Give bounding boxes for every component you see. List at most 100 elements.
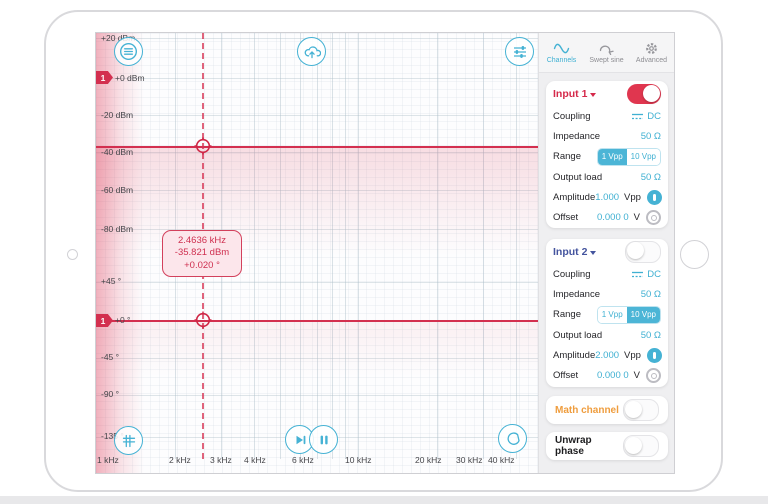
sweep-left-shading	[96, 33, 144, 473]
output-load-value[interactable]: 50 Ω	[640, 329, 661, 341]
bode-plot-area: 1 1 +20 dBm +0 dBm -20 dBm -40 dBm -60 d…	[96, 33, 538, 473]
tab-channels[interactable]: Channels	[539, 33, 584, 72]
offset-dial-icon[interactable]	[646, 210, 661, 226]
input2-header[interactable]: Input 2	[546, 239, 668, 264]
tab-swept-sine[interactable]: Swept sine	[584, 33, 629, 72]
tooltip-frequency: 2.4636 kHz	[177, 235, 227, 246]
input1-header[interactable]: Input 1	[546, 81, 668, 106]
output-load-label: Output load	[553, 329, 603, 341]
impedance-value[interactable]: 50 Ω	[640, 130, 661, 142]
toggle-knob	[625, 436, 642, 454]
sliders-icon	[513, 45, 526, 58]
range-segmented-control: 1 Vpp 10 Vpp	[596, 305, 661, 324]
range-option-1vpp[interactable]: 1 Vpp	[597, 148, 627, 165]
output-load-label: Output load	[553, 171, 603, 183]
freq-axis-tick: 30 kHz	[456, 455, 483, 465]
math-channel-card: Math channel	[546, 396, 668, 424]
swept-sine-icon	[599, 45, 614, 55]
play-next-icon	[296, 435, 305, 444]
tooltip-magnitude: -35.821 dBm	[174, 247, 230, 259]
gridline	[345, 33, 346, 459]
impedance-label: Impedance	[553, 288, 601, 300]
mag-axis-tick: -20 dBm	[101, 110, 134, 120]
range-option-1vpp[interactable]: 1 Vpp	[597, 306, 627, 323]
hamburger-menu-icon	[120, 43, 137, 60]
impedance-value[interactable]: 50 Ω	[640, 288, 661, 300]
page-section-divider	[0, 496, 768, 504]
input2-dropdown-caret-icon[interactable]	[590, 250, 597, 255]
pause-icon	[320, 435, 328, 444]
phase-trace-fill	[96, 322, 538, 377]
unwrap-phase-label: Unwrap phase	[555, 435, 592, 457]
gridline	[96, 190, 538, 191]
input1-offset-row: Offset 0.000 0 V	[546, 207, 668, 227]
gridline	[358, 33, 359, 459]
input1-toggle[interactable]	[627, 83, 661, 104]
gridline	[437, 33, 438, 459]
offset-label: Offset	[553, 212, 579, 224]
gridline	[280, 33, 281, 459]
phase-axis-tick: -45 °	[101, 352, 120, 362]
input2-impedance-row: Impedance 50 Ω	[546, 284, 668, 304]
tab-advanced[interactable]: Advanced	[629, 33, 674, 72]
range-label: Range	[553, 309, 581, 321]
coupling-value-group[interactable]: DC	[631, 269, 661, 280]
cursor-tooltip[interactable]: 2.4636 kHz -35.821 dBm +0.020 °	[162, 230, 242, 278]
coupling-value-group[interactable]: DC	[631, 111, 661, 122]
math-channel-toggle[interactable]	[623, 399, 659, 421]
settings-panel: Channels Swept sine Advanced	[538, 33, 674, 473]
offset-value[interactable]: 0.000 0	[596, 212, 629, 224]
phase-cursor-marker[interactable]	[194, 311, 212, 329]
range-option-10vpp[interactable]: 10 Vpp	[626, 148, 660, 165]
math-channel-label: Math channel	[555, 404, 619, 416]
output-load-value[interactable]: 50 Ω	[640, 171, 661, 183]
gridline	[96, 229, 538, 230]
cloud-upload-button[interactable]	[297, 37, 326, 66]
phase-trace[interactable]	[96, 320, 538, 322]
freq-axis-tick: 40 kHz	[488, 455, 515, 465]
gridline	[96, 115, 538, 116]
phase-tool-button[interactable]	[498, 424, 527, 453]
freq-axis-tick: 6 kHz	[292, 455, 314, 465]
unwrap-phase-card: Unwrap phase	[546, 432, 668, 460]
amplitude-dial-icon[interactable]	[646, 189, 662, 205]
pause-button[interactable]	[309, 425, 338, 454]
tab-channels-label: Channels	[546, 56, 577, 64]
ipad-frame: 1 1 +20 dBm +0 dBm -20 dBm -40 dBm -60 d…	[44, 10, 723, 492]
freq-axis-tick: 20 kHz	[415, 455, 442, 465]
input2-toggle[interactable]	[625, 240, 661, 263]
phase-axis-tick: +45 °	[101, 276, 122, 286]
input1-output-load-row: Output load 50 Ω	[546, 167, 668, 187]
tab-swept-sine-label: Swept sine	[589, 56, 624, 64]
magnitude-cursor-marker[interactable]	[194, 137, 212, 155]
magnitude-trace[interactable]	[96, 146, 538, 148]
home-button[interactable]	[680, 240, 709, 269]
offset-label: Offset	[553, 370, 579, 382]
toggle-knob	[642, 85, 660, 102]
amplitude-value[interactable]: 2.000	[595, 349, 620, 361]
gridline	[96, 358, 538, 359]
gridline	[96, 282, 538, 283]
sine-wave-icon	[553, 43, 570, 53]
amplitude-dial-icon[interactable]	[646, 347, 662, 363]
offset-dial-icon[interactable]	[646, 368, 661, 384]
input2-output-load-row: Output load 50 Ω	[546, 325, 668, 345]
amplitude-label: Amplitude	[553, 191, 596, 203]
display-settings-button[interactable]	[505, 37, 534, 66]
grid-settings-button[interactable]	[114, 426, 143, 455]
gridline	[300, 33, 301, 459]
offset-value[interactable]: 0.000 0	[596, 370, 629, 382]
toggle-knob	[625, 400, 642, 418]
menu-button[interactable]	[114, 37, 143, 66]
channel1-phase-badge[interactable]: 1	[96, 314, 113, 327]
input1-dropdown-caret-icon[interactable]	[590, 92, 597, 97]
gridline	[254, 33, 255, 459]
range-option-10vpp[interactable]: 10 Vpp	[626, 306, 660, 323]
unwrap-phase-toggle[interactable]	[623, 435, 659, 457]
gridline	[332, 33, 333, 459]
coupling-label: Coupling	[553, 268, 591, 280]
amplitude-value[interactable]: 1.000	[595, 191, 620, 203]
input1-impedance-row: Impedance 50 Ω	[546, 126, 668, 146]
channel1-magnitude-badge[interactable]: 1	[96, 71, 113, 84]
phase-axis-tick: -90 °	[101, 389, 120, 399]
